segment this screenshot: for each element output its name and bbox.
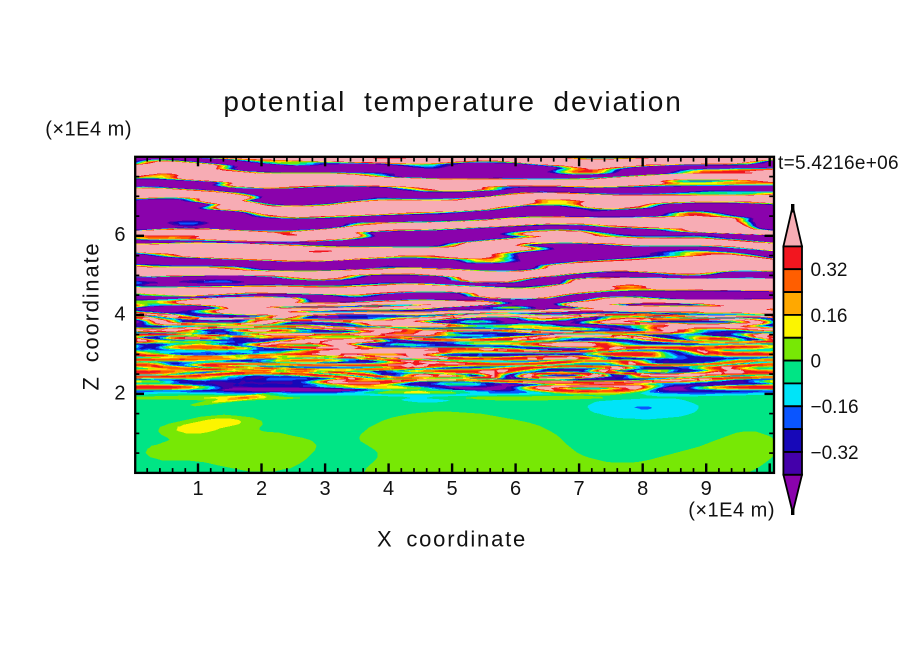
svg-text:9: 9: [701, 478, 712, 500]
svg-text:1: 1: [192, 478, 203, 500]
svg-text:5: 5: [447, 478, 458, 500]
svg-text:X coordinate: X coordinate: [377, 526, 527, 551]
svg-text:t=5.4216e+06: t=5.4216e+06: [778, 153, 899, 174]
svg-text:(×1E4 m): (×1E4 m): [45, 119, 132, 141]
svg-text:4: 4: [383, 478, 394, 500]
svg-text:8: 8: [637, 478, 648, 500]
svg-text:2: 2: [114, 382, 125, 404]
svg-text:6: 6: [114, 224, 125, 246]
svg-text:Z coordinate: Z coordinate: [79, 242, 104, 391]
svg-text:6: 6: [510, 478, 521, 500]
svg-text:−0.16: −0.16: [811, 397, 859, 418]
svg-text:3: 3: [320, 478, 331, 500]
svg-text:0.16: 0.16: [811, 306, 848, 327]
svg-text:potential temperature deviatio: potential temperature deviation: [223, 86, 682, 117]
svg-text:(×1E4 m): (×1E4 m): [688, 500, 775, 522]
svg-text:−0.32: −0.32: [811, 443, 859, 464]
svg-text:7: 7: [574, 478, 585, 500]
svg-text:0.32: 0.32: [811, 260, 848, 281]
svg-text:4: 4: [114, 303, 125, 325]
svg-text:0: 0: [811, 352, 822, 373]
svg-text:2: 2: [256, 478, 267, 500]
